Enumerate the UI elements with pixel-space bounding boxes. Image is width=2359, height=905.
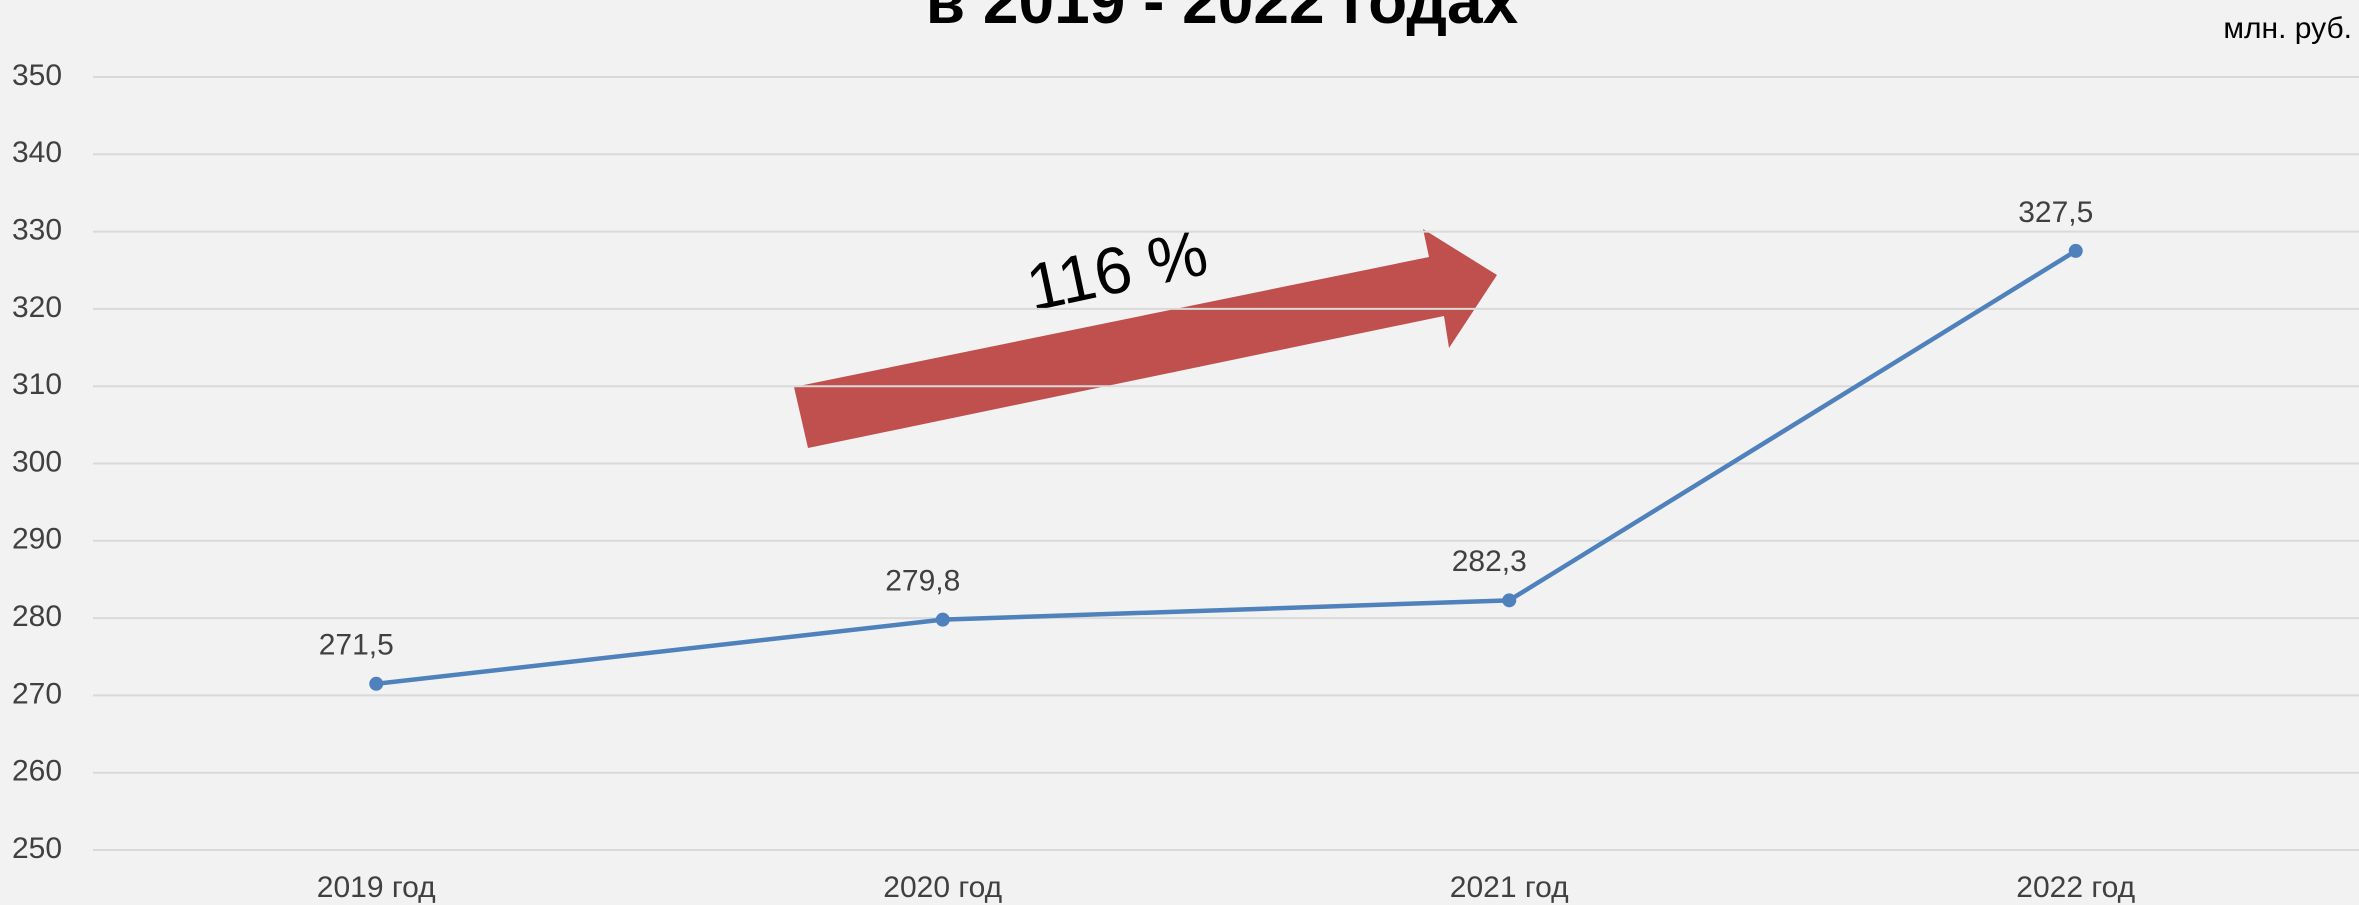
x-tick-label: 2021 год — [1450, 871, 1569, 904]
y-tick-label: 280 — [12, 600, 62, 633]
data-point — [1502, 593, 1517, 608]
y-tick-label: 310 — [12, 368, 62, 401]
y-tick-label: 290 — [12, 523, 62, 556]
y-tick-label: 270 — [12, 677, 62, 710]
unit-label: млн. руб. — [2223, 12, 2352, 45]
chart-title: в 2019 - 2022 годах — [926, 0, 1519, 37]
data-label: 282,3 — [1452, 545, 1527, 578]
data-point — [2068, 243, 2083, 258]
data-label: 279,8 — [885, 565, 960, 598]
y-tick-label: 350 — [12, 59, 62, 92]
y-tick-label: 320 — [12, 291, 62, 324]
y-tick-label: 340 — [12, 136, 62, 169]
y-tick-label: 330 — [12, 214, 62, 247]
x-tick-label: 2020 год — [883, 871, 1002, 904]
x-tick-label: 2022 год — [2016, 871, 2135, 904]
y-tick-label: 300 — [12, 445, 62, 478]
growth-arrow — [794, 229, 1497, 448]
y-tick-label: 250 — [12, 832, 62, 865]
y-tick-label: 260 — [12, 755, 62, 788]
data-point — [935, 612, 950, 627]
series-line — [375, 249, 2077, 687]
x-tick-label: 2019 год — [317, 871, 436, 904]
data-label: 327,5 — [2018, 196, 2093, 229]
data-point — [369, 676, 384, 691]
data-label: 271,5 — [319, 629, 394, 662]
